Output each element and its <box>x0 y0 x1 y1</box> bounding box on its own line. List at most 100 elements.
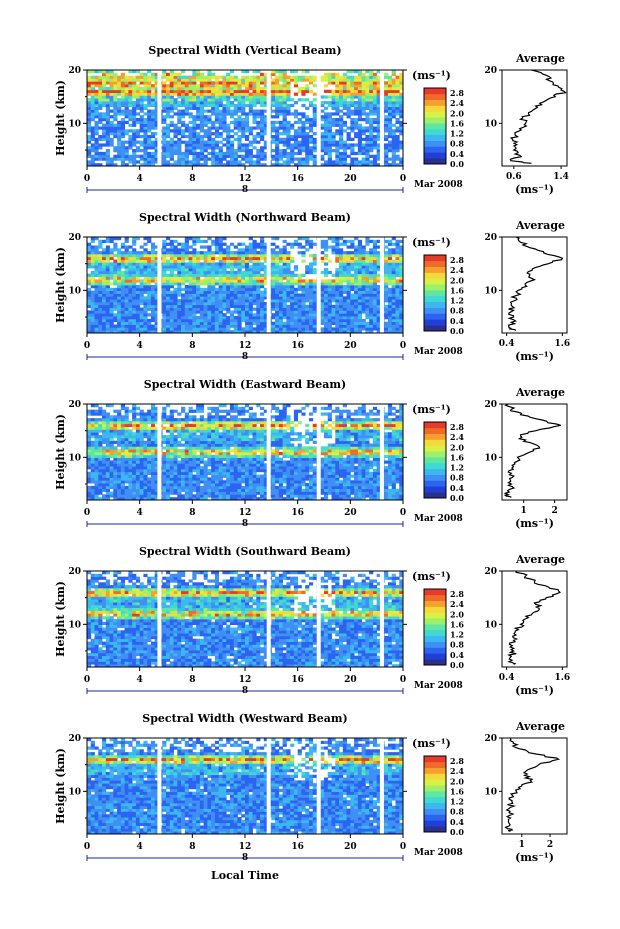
heatmap-cell <box>120 78 126 82</box>
heatmap-cell <box>150 279 156 283</box>
heatmap-cell <box>135 279 141 283</box>
heatmap-cell <box>90 118 95 122</box>
heatmap-cell <box>391 160 396 164</box>
heatmap-cell <box>335 310 340 314</box>
heatmap-cell <box>260 242 265 246</box>
heatmap-cell <box>342 268 347 272</box>
heatmap-cell <box>128 101 133 105</box>
heatmap-cell <box>150 262 156 266</box>
heatmap-cell <box>245 154 250 158</box>
heatmap-cell <box>105 307 110 311</box>
heatmap-cell <box>177 268 182 272</box>
heatmap-cell <box>275 287 280 292</box>
heatmap-cell <box>365 129 370 133</box>
heatmap-cell <box>241 109 246 113</box>
heatmap-cell <box>203 265 208 269</box>
heatmap-cell <box>387 330 393 334</box>
heatmap-cell <box>391 290 396 294</box>
heatmap-cell <box>87 310 92 314</box>
heatmap-cell <box>324 129 329 133</box>
heatmap-cell <box>293 75 299 79</box>
heatmap-cell <box>109 120 114 125</box>
heatmap-cell <box>248 143 253 147</box>
heatmap-cell <box>132 248 137 252</box>
heatmap-cell <box>162 251 167 255</box>
heatmap-cell <box>222 103 227 108</box>
heatmap-cell <box>192 237 197 241</box>
heatmap-cell <box>169 324 174 328</box>
heatmap-cell <box>365 95 370 99</box>
heatmap-cell <box>196 72 201 77</box>
heatmap-cell <box>162 134 167 139</box>
colorbar-tick-label: 0.0 <box>450 326 464 336</box>
heatmap-cell <box>286 106 291 110</box>
heatmap-cell <box>177 304 182 308</box>
heatmap-cell <box>248 84 253 88</box>
heatmap-cell <box>132 157 137 161</box>
heatmap-cell <box>199 279 205 283</box>
heatmap-cell <box>120 287 126 292</box>
heatmap-cell <box>94 120 99 125</box>
heatmap-cell <box>90 101 95 105</box>
heatmap-cell <box>342 92 347 96</box>
heatmap-cell <box>324 151 329 156</box>
heatmap-cell <box>102 327 107 331</box>
heatmap-cell <box>365 137 370 141</box>
heatmap-cell <box>245 253 250 258</box>
heatmap-cell <box>237 318 242 323</box>
heatmap-cell <box>109 330 114 334</box>
heatmap-cell <box>166 84 171 88</box>
heatmap-cell <box>248 103 253 108</box>
heatmap-cell <box>308 103 314 108</box>
heatmap-cell <box>275 140 280 144</box>
heatmap-cell <box>98 497 103 501</box>
heatmap-cell <box>324 324 329 328</box>
heatmap-cell <box>365 140 370 144</box>
heatmap-cell <box>87 446 92 450</box>
heatmap-cell <box>372 163 378 167</box>
heatmap-cell <box>320 242 325 246</box>
heatmap-cell <box>90 324 95 328</box>
heatmap-cell <box>233 318 238 323</box>
heatmap-cell <box>312 163 317 167</box>
heatmap-cell <box>207 92 212 96</box>
heatmap-cell <box>154 132 159 136</box>
heatmap-cell <box>260 301 265 306</box>
heatmap-cell <box>237 262 242 266</box>
heatmap-cell <box>94 330 99 334</box>
heatmap-cell <box>245 92 250 96</box>
heatmap-cell <box>124 273 129 277</box>
heatmap-cell <box>369 89 374 93</box>
heatmap-cell <box>395 137 400 141</box>
heatmap-cell <box>90 262 95 266</box>
heatmap-cell <box>184 270 189 275</box>
heatmap-cell <box>207 318 212 323</box>
heatmap-cell <box>90 452 95 456</box>
heatmap-cell <box>271 98 276 102</box>
heatmap-cell <box>229 115 235 119</box>
heatmap-cell <box>297 304 302 308</box>
heatmap-cell <box>199 327 205 331</box>
heatmap-cell <box>229 276 235 280</box>
heatmap-cell <box>120 279 126 283</box>
heatmap-cell <box>290 149 295 153</box>
heatmap-cell <box>98 75 103 79</box>
heatmap-cell <box>384 123 389 127</box>
heatmap-cell <box>94 480 99 484</box>
heatmap-cell <box>252 134 257 139</box>
heatmap-cell <box>305 84 310 88</box>
heatmap-cell <box>102 265 107 269</box>
heatmap-cell <box>132 259 137 263</box>
heatmap-cell <box>248 149 253 153</box>
heatmap-cell <box>120 154 126 158</box>
heatmap-cell <box>372 296 378 300</box>
heatmap-cell <box>369 287 374 292</box>
heatmap-cell <box>214 304 220 308</box>
heatmap-cell <box>357 84 363 88</box>
heatmap-cell <box>350 245 355 249</box>
heatmap-cell <box>109 301 114 306</box>
heatmap-cell <box>286 151 291 156</box>
heatmap-cell <box>143 327 148 331</box>
heatmap-cell <box>245 307 250 311</box>
heatmap-cell <box>199 163 205 167</box>
